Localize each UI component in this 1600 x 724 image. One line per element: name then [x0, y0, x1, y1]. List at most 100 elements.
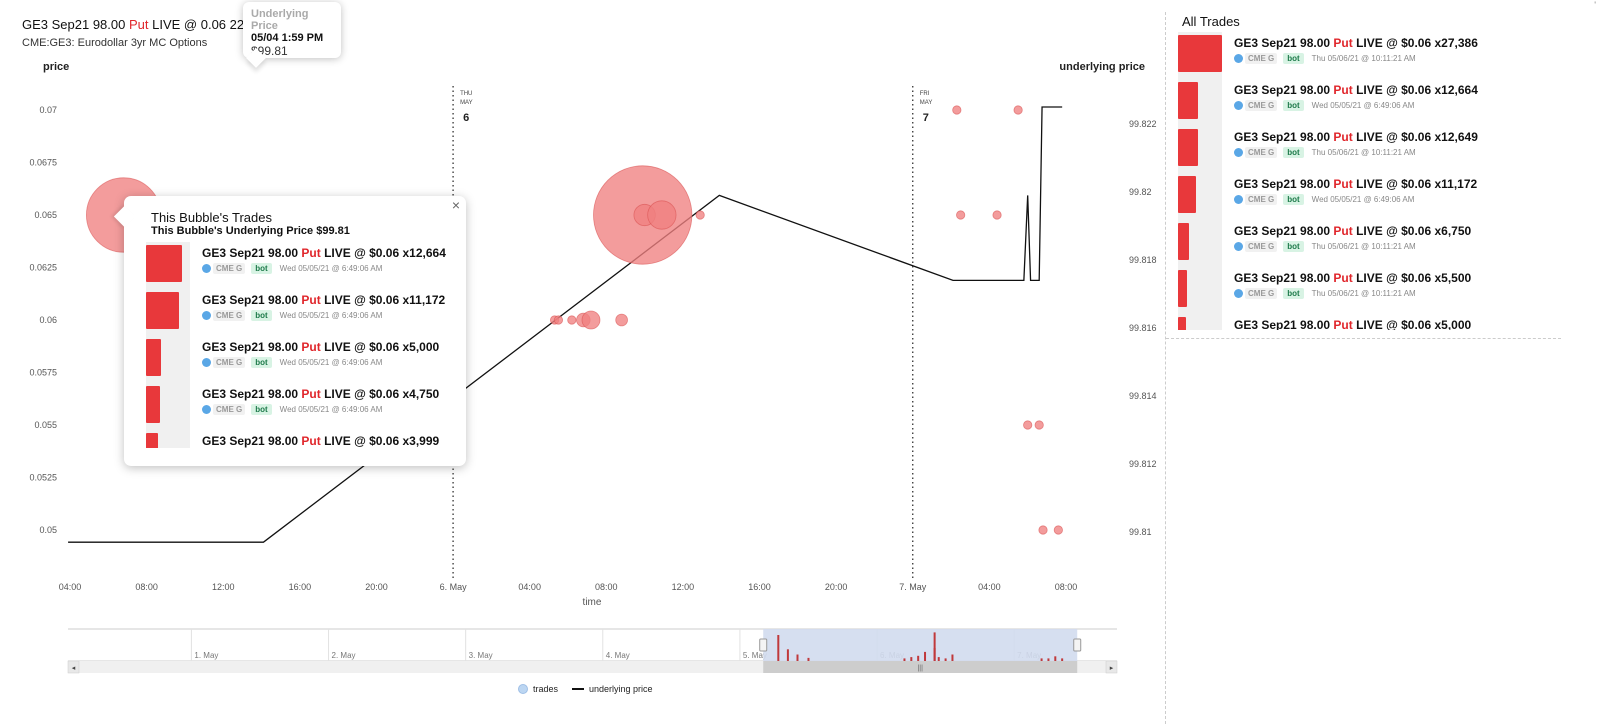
scroll-left-icon: ◂	[72, 664, 76, 672]
trade-row[interactable]: GE3 Sep21 98.00 Put LIVE @ $0.06 x11,172…	[1178, 173, 1558, 220]
trade-meta: CME G bot Thu 05/06/21 @ 10:11:21 AM	[1234, 53, 1416, 64]
trade-row[interactable]: GE3 Sep21 98.00 Put LIVE @ $0.06 x12,649…	[1178, 126, 1558, 173]
trade-bubble	[1013, 105, 1023, 115]
trade-row[interactable]: GE3 Sep21 98.00 Put LIVE @ $0.06 x5,000C…	[1178, 314, 1558, 330]
trade-size-bar	[146, 292, 179, 329]
trade-time: Thu 05/06/21 @ 10:11:21 AM	[1311, 54, 1416, 63]
navigator-handle[interactable]	[1073, 638, 1082, 652]
legend-underlying-icon[interactable]	[572, 688, 585, 690]
trade-row[interactable]: GE3 Sep21 98.00 Put LIVE @ $0.06 x4,750 C…	[146, 383, 462, 430]
x-tick-label: 12:00	[672, 582, 695, 592]
trade-row[interactable]: GE3 Sep21 98.00 Put LIVE @ $0.06 x11,172…	[146, 289, 462, 336]
trade-size-bar	[146, 339, 161, 376]
trade-row[interactable]: GE3 Sep21 98.00 Put LIVE @ $0.06 x3,999C…	[146, 430, 462, 448]
trade-price: $0.06	[1401, 318, 1432, 330]
trade-bubble	[553, 315, 564, 325]
exchange-badge: CME G	[1245, 241, 1278, 252]
trade-row[interactable]: GE3 Sep21 98.00 Put LIVE @ $0.06 x27,386…	[1178, 32, 1558, 79]
trade-row[interactable]: GE3 Sep21 98.00 Put LIVE @ $0.06 x6,750 C…	[1178, 220, 1558, 267]
navigator-handle[interactable]	[759, 638, 768, 652]
trade-row[interactable]: GE3 Sep21 98.00 Put LIVE @ $0.06 x12,664…	[146, 242, 462, 289]
trade-price: $0.06	[1401, 36, 1432, 50]
trade-price: $0.06	[369, 340, 400, 354]
trade-size-bar	[1178, 35, 1222, 72]
y-tick-label: 0.0525	[29, 473, 57, 483]
trade-meta: CME G bot Wed 05/05/21 @ 6:49:06 AM	[1234, 194, 1414, 205]
scroll-right-icon: ▸	[1110, 664, 1114, 672]
trade-qty: x12,664	[1431, 83, 1478, 97]
navigator-spike	[917, 655, 920, 661]
y-right-tick-label: 99.814	[1129, 391, 1157, 401]
trade-meta: CME G bot Wed 05/05/21 @ 6:49:06 AM	[202, 310, 382, 321]
navigator-spike	[910, 657, 913, 661]
trade-description: GE3 Sep21 98.00 Put LIVE @ $0.06 x6,750	[1234, 224, 1471, 238]
scroll-left-button[interactable]	[67, 660, 80, 674]
navigator-date-label: 2. May	[332, 651, 356, 660]
legend-trades-icon[interactable]	[518, 684, 528, 694]
trade-bubble	[956, 210, 966, 220]
close-icon[interactable]: ×	[451, 197, 460, 213]
y-tick-label: 0.065	[34, 210, 57, 220]
navigator-scrollbar-thumb[interactable]	[763, 661, 1078, 673]
legend-trades[interactable]: trades	[533, 684, 559, 694]
trade-put: Put	[301, 246, 321, 260]
trade-price: $0.06	[1401, 130, 1432, 144]
trade-row[interactable]: GE3 Sep21 98.00 Put LIVE @ $0.06 x12,664…	[1178, 79, 1558, 126]
navigator-spike	[1054, 656, 1057, 661]
trade-size-bar	[1178, 82, 1198, 119]
trade-size-bar	[146, 386, 160, 423]
trade-size-bar	[1178, 270, 1187, 307]
y-tick-label: 0.0675	[29, 158, 57, 168]
x-tick-label: 20:00	[825, 582, 848, 592]
y-right-axis-title: underlying price	[1059, 61, 1145, 73]
popup-trade-list[interactable]: GE3 Sep21 98.00 Put LIVE @ $0.06 x12,664…	[146, 242, 462, 448]
navigator-date-label: 5. May	[743, 651, 767, 660]
side-badge: bot	[251, 263, 272, 274]
trade-price: $0.06	[1401, 83, 1432, 97]
legend-underlying[interactable]: underlying price	[589, 684, 653, 694]
trade-put: Put	[1333, 83, 1353, 97]
trade-size-cell	[1178, 220, 1222, 267]
trade-size-cell	[1178, 267, 1222, 314]
trade-row[interactable]: GE3 Sep21 98.00 Put LIVE @ $0.06 x5,500 C…	[1178, 267, 1558, 314]
trade-qty: x5,000	[1431, 318, 1472, 330]
globe-icon	[202, 264, 211, 273]
x-axis-title: time	[583, 597, 602, 608]
all-trades-list[interactable]: GE3 Sep21 98.00 Put LIVE @ $0.06 x27,386…	[1178, 32, 1558, 330]
x-tick-label: 16:00	[289, 582, 312, 592]
trade-description: GE3 Sep21 98.00 Put LIVE @ $0.06 x4,750	[202, 387, 439, 401]
trade-live: LIVE @	[1352, 318, 1402, 330]
trade-bubble	[615, 313, 628, 327]
x-tick-label: 04:00	[518, 582, 541, 592]
bubble-chart[interactable]: price underlying pricetime0.070.06750.065…	[0, 0, 1160, 724]
navigator-date-label: 1. May	[194, 651, 218, 660]
side-badge: bot	[251, 357, 272, 368]
x-tick-label: 04:00	[978, 582, 1001, 592]
navigator-spike	[807, 657, 810, 661]
trade-time: Wed 05/05/21 @ 6:49:06 AM	[1311, 195, 1415, 204]
trade-bubble	[992, 210, 1002, 220]
y-right-tick-label: 99.81	[1129, 527, 1152, 537]
trade-price: $0.06	[369, 246, 400, 260]
x-tick-label: 04:00	[59, 582, 82, 592]
navigator-spike	[933, 632, 936, 661]
day-marker-month: MAY	[460, 100, 473, 106]
trade-qty: x5,000	[399, 340, 440, 354]
navigator-spike	[924, 651, 927, 661]
trade-bubble	[695, 210, 705, 220]
navigator-date-label: 3. May	[469, 651, 493, 660]
trade-size-cell	[1178, 79, 1222, 126]
scroll-right-button[interactable]	[1105, 660, 1118, 674]
trade-live: LIVE @	[320, 387, 370, 401]
trade-bubble	[1038, 525, 1048, 535]
globe-icon	[1234, 148, 1243, 157]
trade-size-bar	[1178, 317, 1186, 330]
all-trades-title: All Trades	[1182, 14, 1240, 29]
trade-qty: x27,386	[1431, 36, 1478, 50]
day-marker-day: 6	[463, 112, 469, 124]
side-badge: bot	[251, 310, 272, 321]
trade-size-cell	[146, 383, 190, 430]
trade-size-bar	[1178, 176, 1196, 213]
x-tick-label: 08:00	[1055, 582, 1078, 592]
